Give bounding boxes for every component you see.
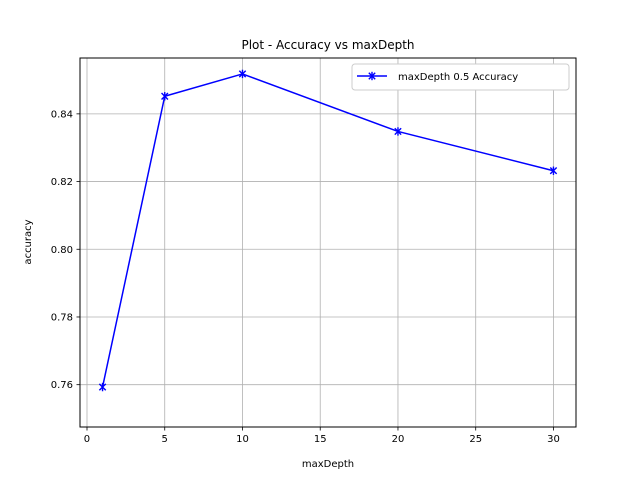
x-tick-label: 25	[469, 434, 482, 445]
y-tick-label: 0.78	[51, 312, 73, 323]
legend-box	[351, 63, 570, 91]
data-point	[549, 166, 558, 175]
grid	[80, 58, 576, 427]
plot-area-frame	[79, 57, 577, 428]
x-tick-label: 10	[236, 434, 249, 445]
legend-entry-label: maxDepth 0.5 Accuracy	[398, 72, 518, 83]
x-tick-label: 5	[162, 434, 168, 445]
series-layer	[98, 69, 558, 392]
data-point	[394, 127, 402, 136]
x-tick-label: 30	[547, 434, 560, 445]
x-tick-label: 20	[392, 434, 405, 445]
legend-marker	[368, 71, 376, 81]
y-tick-label: 0.76	[51, 380, 73, 391]
x-axis: 0 5 10 15 20 25 30	[84, 427, 560, 445]
y-tick-label: 0.80	[51, 245, 73, 256]
legend: maxDepth 0.5 Accuracy	[351, 63, 570, 91]
x-axis-label: maxDepth	[302, 459, 354, 470]
data-point	[161, 92, 169, 101]
x-tick-label: 0	[84, 434, 90, 445]
chart-title: Plot - Accuracy vs maxDepth	[241, 38, 414, 52]
legend-marker-symbol	[368, 71, 376, 81]
y-tick-label: 0.84	[51, 109, 73, 120]
data-point	[98, 382, 107, 392]
y-axis-label: accuracy	[23, 219, 34, 264]
data-point	[238, 69, 247, 79]
x-tick-label: 15	[314, 434, 327, 445]
y-tick-label: 0.82	[51, 177, 73, 188]
y-axis: 0.76 0.78 0.80 0.82 0.84	[51, 109, 80, 391]
